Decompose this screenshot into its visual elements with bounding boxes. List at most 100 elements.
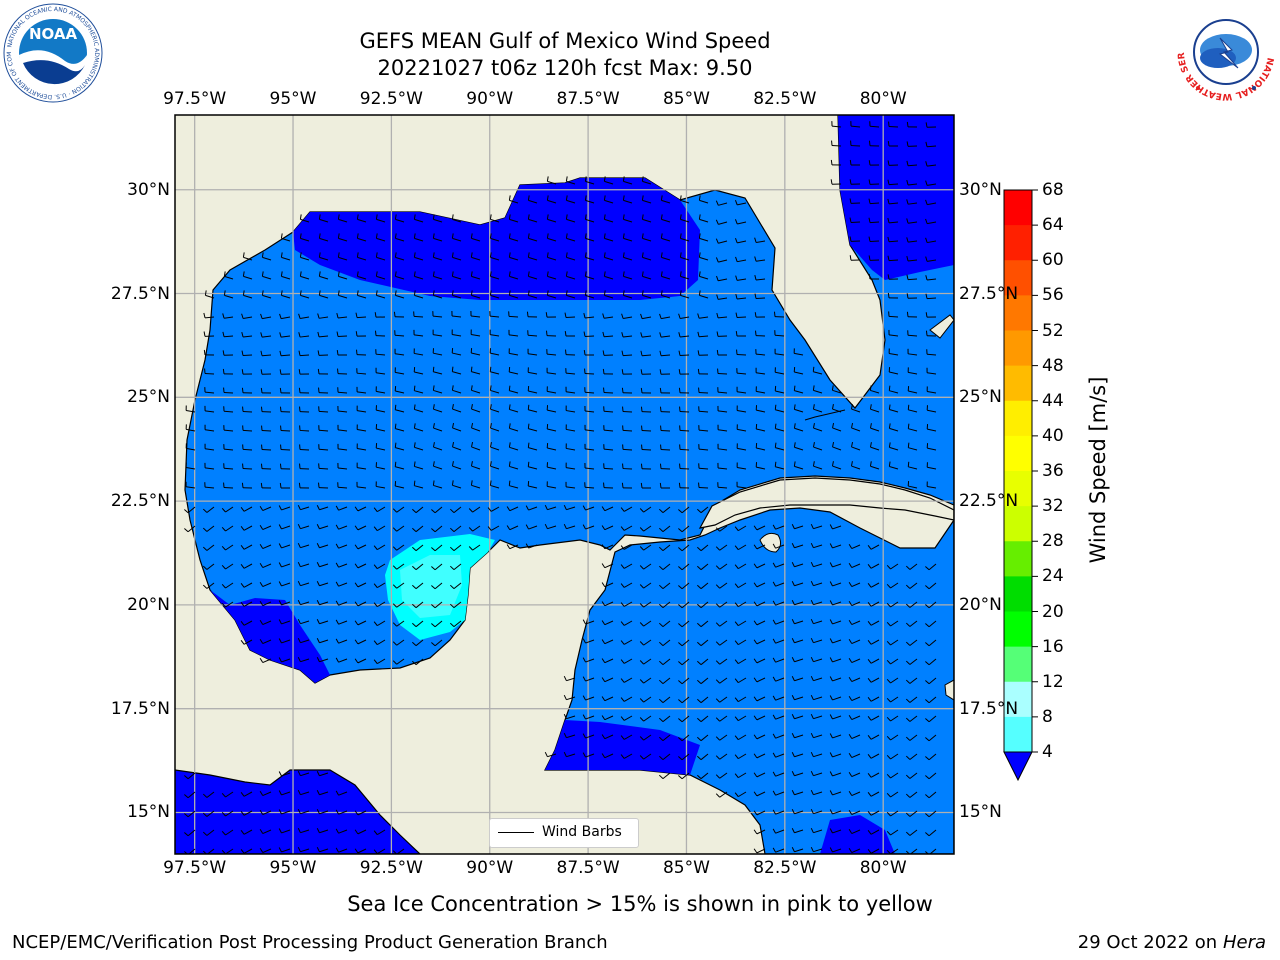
- wind-barb: [604, 180, 614, 185]
- wind-barb: [908, 390, 918, 394]
- wind-barb-flag: [886, 754, 891, 760]
- wind-barb: [681, 715, 690, 723]
- wind-barb-flag: [772, 695, 777, 701]
- wind-barb: [927, 259, 937, 262]
- wind-barb-flag: [887, 140, 890, 147]
- x-tick-bottom: 95°W: [269, 858, 317, 878]
- wind-barb: [243, 829, 253, 835]
- wind-barb-flag: [620, 678, 625, 683]
- wind-barb-flag: [527, 461, 530, 467]
- wind-barb-flag: [887, 274, 890, 280]
- wind-barb: [680, 275, 690, 280]
- wind-barb-flag: [925, 237, 928, 243]
- wind-barb-flag: [679, 233, 682, 239]
- wind-barb-flag: [335, 600, 340, 606]
- y-tick-right: 20°N: [959, 594, 1002, 615]
- wind-barb: [794, 753, 804, 758]
- wind-barb-flag: [221, 792, 226, 798]
- wind-barb: [927, 183, 937, 186]
- wind-barb-flag: [470, 233, 473, 239]
- wind-barb: [413, 315, 424, 318]
- y-tick-left: 22.5°N: [110, 491, 170, 512]
- wind-barb-flag: [754, 312, 757, 318]
- wind-barb-flag: [297, 789, 301, 795]
- wind-barb-flag: [753, 620, 758, 626]
- wind-barb: [604, 601, 614, 607]
- wind-barb: [907, 259, 918, 262]
- wind-barb-flag: [489, 480, 492, 486]
- y-tick-left: 25°N: [127, 387, 170, 408]
- wind-barb-flag: [221, 830, 226, 836]
- wind-barb-flag: [659, 350, 662, 356]
- wind-barb-flag: [791, 828, 795, 833]
- wind-barb: [565, 316, 576, 319]
- wind-barb-flag: [184, 832, 189, 837]
- wind-barb: [357, 658, 367, 664]
- wind-barb: [909, 715, 918, 722]
- wind-barb-flag: [335, 581, 340, 587]
- wind-barb: [888, 259, 899, 262]
- wind-barb: [928, 639, 937, 647]
- wind-barb-flag: [582, 714, 586, 720]
- wind-barb: [377, 506, 386, 513]
- wind-barb: [356, 372, 367, 375]
- wind-barb-flag: [658, 660, 664, 665]
- wind-barb-flag: [584, 290, 587, 296]
- wind-barb: [832, 639, 842, 644]
- wind-barb-flag: [659, 369, 662, 375]
- wind-barb: [434, 639, 443, 647]
- wind-barb: [907, 334, 918, 337]
- wind-barb: [471, 256, 481, 261]
- wind-barb-flag: [810, 542, 814, 548]
- wind-barb: [394, 334, 405, 337]
- wind-barb: [490, 525, 500, 531]
- wind-barb: [699, 316, 709, 319]
- wind-barb: [300, 582, 310, 587]
- wind-barb: [700, 601, 709, 609]
- wind-barb-flag: [280, 252, 283, 258]
- wind-barb-flag: [905, 565, 911, 570]
- wind-barb-flag: [242, 252, 245, 258]
- wind-barb-flag: [601, 639, 606, 644]
- wind-barb-flag: [886, 564, 891, 570]
- wind-barb: [756, 582, 766, 588]
- wind-barb-flag: [621, 313, 624, 319]
- wind-barb-flag: [716, 275, 719, 281]
- wind-barb: [927, 409, 937, 413]
- wind-barb: [338, 448, 348, 451]
- wind-barb: [318, 410, 329, 413]
- wind-barb: [242, 429, 253, 432]
- wind-barb: [623, 237, 633, 242]
- wind-barb: [604, 316, 614, 319]
- wind-barb-flag: [394, 290, 397, 296]
- wind-barb: [566, 506, 576, 511]
- wind-barb-flag: [888, 423, 891, 429]
- wind-barb: [890, 791, 899, 798]
- wind-barb-flag: [394, 461, 397, 467]
- wind-barb: [643, 753, 652, 760]
- wind-barb-flag: [658, 508, 664, 513]
- wind-barb-flag: [373, 564, 378, 569]
- wind-barb-flag: [715, 641, 721, 646]
- y-tick-left: 17.5°N: [110, 698, 170, 719]
- wind-barb-flag: [639, 641, 644, 646]
- wind-barb-flag: [888, 442, 891, 448]
- wind-barb-flag: [299, 252, 302, 258]
- wind-barb-flag: [259, 525, 264, 530]
- wind-barb-flag: [184, 509, 189, 514]
- wind-barb-flag: [260, 482, 263, 489]
- wind-barb: [452, 256, 462, 261]
- wind-barb-flag: [278, 505, 282, 511]
- wind-barb-flag: [867, 753, 872, 759]
- wind-barb: [281, 772, 291, 777]
- wind-barb-flag: [508, 214, 511, 220]
- wind-barb-flag: [697, 350, 700, 356]
- wind-barb: [662, 715, 671, 722]
- wind-barb-flag: [452, 404, 454, 410]
- wind-barb: [528, 237, 538, 242]
- wind-barb: [433, 408, 443, 413]
- wind-barb: [700, 620, 709, 628]
- wind-barb: [622, 429, 633, 432]
- wind-barb: [890, 753, 899, 760]
- wind-barb-flag: [715, 755, 721, 760]
